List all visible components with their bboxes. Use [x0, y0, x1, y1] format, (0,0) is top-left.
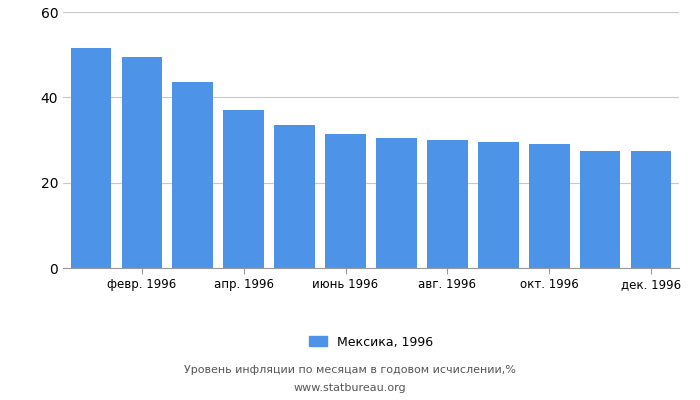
- Bar: [172, 82, 214, 268]
- Text: www.statbureau.org: www.statbureau.org: [294, 383, 406, 393]
- Legend: Мексика, 1996: Мексика, 1996: [304, 330, 438, 354]
- Bar: [580, 151, 620, 268]
- Bar: [427, 140, 468, 268]
- Text: Уровень инфляции по месяцам в годовом исчислении,%: Уровень инфляции по месяцам в годовом ис…: [184, 365, 516, 375]
- Bar: [223, 110, 264, 268]
- Bar: [478, 142, 519, 268]
- Bar: [376, 138, 416, 268]
- Bar: [326, 134, 366, 268]
- Bar: [71, 48, 111, 268]
- Bar: [274, 125, 315, 268]
- Bar: [122, 57, 162, 268]
- Bar: [631, 151, 671, 268]
- Bar: [528, 144, 570, 268]
